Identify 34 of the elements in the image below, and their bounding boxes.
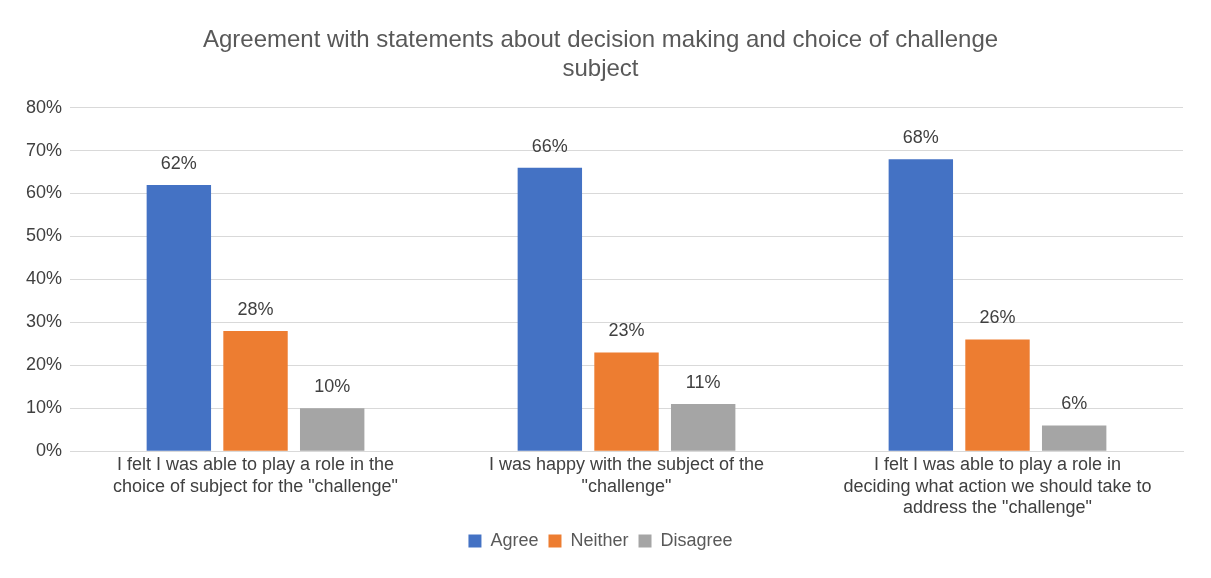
chart-title: Agreement with statements about decision making and choice of challenge subject <box>202 25 999 81</box>
data-label: 26% <box>979 307 1016 328</box>
data-label: 11% <box>685 371 721 392</box>
bar <box>594 352 659 451</box>
bar <box>1041 425 1107 451</box>
x-tick-label: I felt I was able to play a role in deciding what action we should take to address the "challenge" <box>843 453 1152 518</box>
data-label: 10% <box>314 376 351 397</box>
y-tick-label: 10% <box>26 397 63 418</box>
y-tick-label: 50% <box>26 225 63 246</box>
bar <box>146 184 212 451</box>
x-tick-label: I was happy with the subject of the "challenge" <box>488 453 765 496</box>
y-tick-label: 40% <box>26 268 63 289</box>
data-label: 6% <box>1061 393 1088 414</box>
bar <box>517 167 583 451</box>
bar <box>888 159 954 451</box>
y-tick-label: 60% <box>26 182 63 203</box>
y-tick-label: 80% <box>26 96 63 117</box>
y-tick-label: 70% <box>26 139 63 160</box>
legend-label: Neither <box>570 529 629 550</box>
legend-label: Agree <box>490 529 539 550</box>
y-tick-label: 20% <box>26 354 63 375</box>
data-label: 68% <box>902 127 939 148</box>
data-label: 23% <box>608 320 645 341</box>
y-tick-label: 30% <box>26 311 63 332</box>
y-tick-label: 0% <box>36 440 63 461</box>
x-tick-label: I felt I was able to play a role in the choice of subject for the "challenge" <box>113 453 398 496</box>
bar <box>670 403 736 451</box>
bar <box>965 339 1030 451</box>
data-label: 66% <box>531 135 568 156</box>
bar <box>299 408 365 451</box>
legend-label: Disagree <box>660 529 733 550</box>
bar <box>223 330 288 451</box>
data-label: 28% <box>237 298 274 319</box>
data-label: 62% <box>160 152 197 173</box>
